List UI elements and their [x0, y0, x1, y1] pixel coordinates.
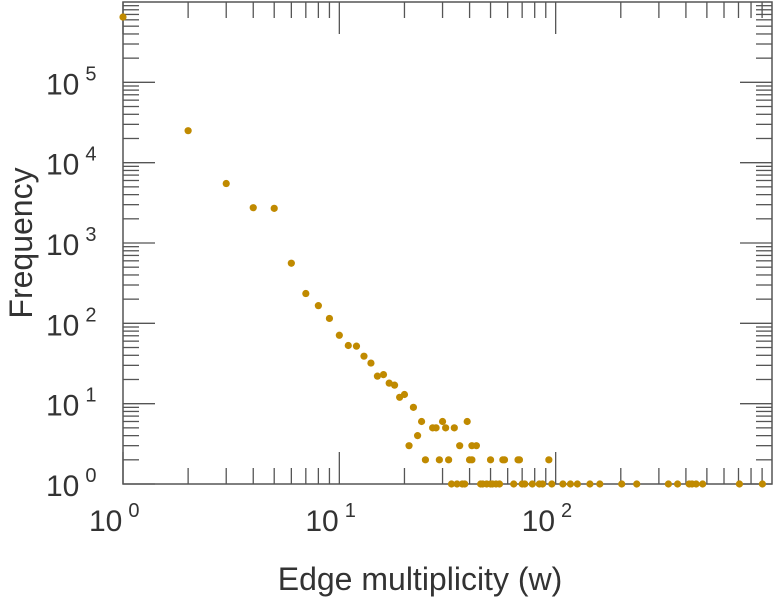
x-tick-label-exponent: 1 [345, 500, 356, 522]
x-tick-label-base: 10 [89, 505, 122, 538]
y-tick-label-base: 10 [46, 149, 79, 182]
y-tick-label: 10 5 [46, 63, 97, 101]
data-point [367, 359, 375, 367]
data-point [450, 424, 458, 432]
data-point [692, 480, 700, 488]
data-point [633, 480, 641, 488]
data-point [735, 480, 744, 488]
data-point [573, 480, 581, 488]
data-point [545, 456, 553, 464]
data-point [664, 480, 673, 488]
x-tick-label: 10 2 [522, 500, 573, 538]
data-point [500, 456, 509, 464]
data-point [528, 480, 536, 488]
y-tick-label-exponent: 5 [85, 63, 96, 85]
data-point [119, 13, 127, 21]
x-tick-label: 10 1 [305, 500, 356, 538]
y-tick-label: 10 3 [46, 224, 97, 262]
data-point [184, 127, 192, 135]
data-point [325, 314, 334, 323]
data-point [417, 417, 426, 426]
data-point [390, 381, 399, 389]
data-point [421, 456, 430, 464]
data-points [119, 13, 767, 488]
data-point [400, 390, 409, 399]
data-point [373, 372, 382, 380]
y-tick-label-base: 10 [46, 309, 79, 342]
data-point [360, 352, 368, 360]
data-point [270, 204, 278, 212]
axis-ticks [122, 2, 772, 485]
x-tick-label: 10 0 [89, 500, 140, 538]
data-point [413, 432, 422, 440]
y-tick-label-exponent: 4 [85, 144, 96, 166]
data-point [618, 480, 626, 488]
data-point [468, 456, 476, 464]
data-point [463, 417, 471, 426]
data-point [521, 480, 529, 488]
data-point [344, 341, 352, 350]
y-tick-label: 10 1 [46, 385, 97, 423]
y-tick-label-base: 10 [46, 390, 79, 423]
data-point [486, 456, 495, 464]
data-point [447, 480, 456, 488]
data-point [438, 417, 447, 426]
data-point [461, 480, 469, 488]
y-tick-label-exponent: 2 [85, 304, 96, 326]
data-point [442, 424, 450, 432]
data-point [335, 331, 343, 339]
data-point [758, 480, 767, 488]
data-point [548, 480, 556, 488]
y-tick-label: 10 0 [46, 465, 97, 503]
data-point [222, 179, 230, 188]
data-point [287, 259, 295, 267]
data-point [472, 442, 480, 450]
x-tick-label-base: 10 [305, 505, 338, 538]
data-point [405, 442, 413, 450]
data-point [453, 480, 461, 488]
tick-labels: 10 0 10 1 10 2 10 0 10 1 10 2 10 3 10 4 10 5 [46, 63, 572, 538]
data-point [510, 480, 518, 488]
data-point [586, 480, 594, 488]
y-tick-label-exponent: 1 [85, 385, 96, 407]
data-point [379, 371, 388, 379]
y-tick-label: 10 4 [46, 144, 97, 182]
data-point [352, 342, 361, 350]
data-point [515, 456, 524, 464]
x-tick-label-exponent: 0 [128, 500, 139, 522]
data-point [456, 442, 464, 450]
data-point [699, 480, 707, 488]
data-point [249, 204, 257, 212]
data-point [302, 289, 310, 298]
y-tick-label: 10 2 [46, 304, 97, 342]
y-tick-label-exponent: 3 [85, 224, 96, 246]
data-point [435, 456, 443, 464]
data-point [596, 480, 604, 488]
data-point [566, 480, 575, 488]
y-tick-label-base: 10 [46, 229, 79, 262]
x-axis-label: Edge multiplicity (w) [278, 561, 563, 597]
data-point [538, 480, 547, 488]
data-point [673, 480, 682, 488]
x-tick-label-base: 10 [522, 505, 555, 538]
data-point [559, 480, 567, 488]
y-axis-label: Frequency [3, 167, 39, 318]
data-point [432, 424, 440, 432]
plot-frame [122, 1, 773, 485]
y-tick-label-base: 10 [46, 68, 79, 101]
x-tick-label-exponent: 2 [561, 500, 572, 522]
data-point [314, 302, 322, 310]
data-point [495, 480, 504, 488]
y-tick-label-base: 10 [46, 470, 79, 503]
data-point [409, 403, 418, 411]
data-point [445, 456, 453, 464]
y-tick-label-exponent: 0 [85, 465, 96, 487]
